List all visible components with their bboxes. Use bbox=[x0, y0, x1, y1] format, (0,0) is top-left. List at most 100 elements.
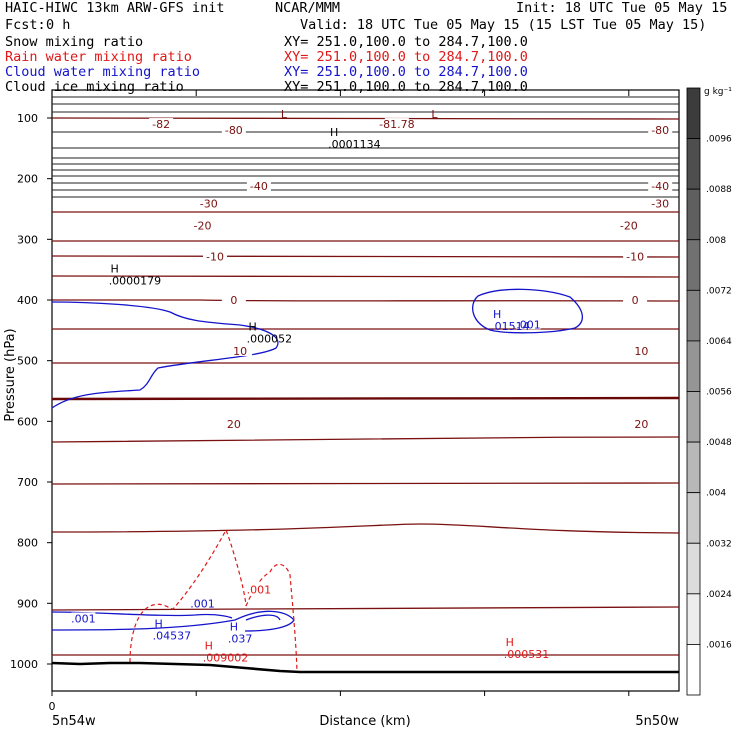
contour-label: -10 bbox=[626, 250, 644, 263]
contour-label-bg bbox=[71, 612, 96, 624]
terrain-line bbox=[51, 661, 679, 674]
contour-label-bg bbox=[221, 294, 246, 305]
contour-label: -30 bbox=[200, 198, 218, 211]
temperature-contour-line bbox=[51, 482, 680, 485]
cloud-water-contours bbox=[51, 288, 583, 632]
init-time: Init: 18 UTC Tue 05 May 15 bbox=[516, 0, 728, 16]
y-tick-label: 400 bbox=[17, 294, 38, 307]
colorbar-unit: g kg⁻¹ bbox=[704, 87, 732, 97]
model-title: HAIC-HIWC 13km ARW-GFS init bbox=[5, 0, 225, 16]
contour-label-bg bbox=[246, 179, 271, 191]
y-tick-label: 200 bbox=[17, 173, 38, 186]
extremum-mark: H bbox=[230, 621, 238, 634]
contour-label: .001 bbox=[247, 583, 272, 596]
contour-label: 0 bbox=[632, 294, 639, 307]
contour-label-bg bbox=[190, 219, 215, 231]
valid-time: Valid: 18 UTC Tue 05 May 15 (15 LST Tue … bbox=[300, 17, 707, 33]
field-name-cloud-water: Cloud water mixing ratio bbox=[5, 64, 201, 80]
contour-label-bg bbox=[190, 597, 215, 609]
contour-label: -40 bbox=[250, 180, 268, 193]
contour-labels: -82 -80 -81.78 -80 -40 -40 -30 -30 -20 -20 -10 -10 0… bbox=[71, 118, 673, 626]
y-tick-label: 100 bbox=[17, 112, 38, 125]
contour-label: -80 bbox=[651, 124, 669, 137]
extremum-value: .04537 bbox=[153, 630, 192, 643]
cloud-water-contour-line bbox=[51, 301, 279, 409]
colorbar-swatch bbox=[686, 441, 701, 494]
extremum-mark: H bbox=[154, 618, 162, 631]
colorbar-tick-label: .0056 bbox=[706, 388, 732, 398]
contour-label-bg bbox=[384, 118, 409, 130]
colorbar-swatch bbox=[686, 593, 701, 645]
extremum-value: .000052 bbox=[247, 332, 293, 345]
contour-label-bg bbox=[221, 417, 246, 429]
contour-label-bg bbox=[149, 118, 174, 130]
contour-label-bg bbox=[629, 417, 654, 429]
colorbar-tick-label: .0048 bbox=[706, 438, 732, 448]
field-xy-cloud-water: XY= 251.0,100.0 to 284.7,100.0 bbox=[284, 64, 528, 80]
extremum-mark: H bbox=[493, 308, 501, 321]
extremum-value: .009002 bbox=[203, 651, 249, 664]
extremum-value: .0001134 bbox=[328, 138, 381, 151]
forecast-label: Fcst: bbox=[5, 17, 46, 33]
field-xy-snow: XY= 251.0,100.0 to 284.7,100.0 bbox=[284, 34, 528, 50]
y-tick-label: 1000 bbox=[10, 658, 38, 671]
y-tick-label: 800 bbox=[17, 537, 38, 550]
contour-label-bg bbox=[203, 250, 228, 262]
plot-frame bbox=[51, 89, 680, 692]
y-tick-label: 300 bbox=[17, 233, 38, 246]
temperature-contour-line bbox=[51, 523, 680, 534]
extremum-value: .01514 bbox=[491, 320, 530, 333]
extremum-mark: H bbox=[248, 320, 256, 333]
contour-label-bg bbox=[648, 179, 673, 191]
colorbar-tick-label: .0088 bbox=[706, 185, 732, 195]
cloud-water-contour-line bbox=[472, 288, 583, 334]
extremum-mark: H bbox=[506, 636, 514, 649]
contour-label-bg bbox=[648, 197, 673, 209]
colorbar-tick-label: .0016 bbox=[706, 640, 732, 650]
contour-label-bg bbox=[196, 197, 221, 209]
x-axis-title: Distance (km) bbox=[319, 714, 410, 729]
contour-label-bg bbox=[629, 344, 654, 356]
contour-label-bg bbox=[516, 318, 541, 330]
extremum-value: .0000179 bbox=[109, 275, 162, 288]
contour-label: 0 bbox=[230, 294, 237, 307]
y-axis: 100 200 300 400 500 600 700 800 900 1000 bbox=[10, 112, 52, 671]
contour-label: -30 bbox=[651, 198, 669, 211]
colorbar-tick-label: .0024 bbox=[706, 590, 732, 600]
rain-water-contours bbox=[129, 528, 298, 673]
colorbar-swatch bbox=[686, 542, 701, 595]
temperature-contour-line bbox=[52, 299, 680, 302]
extremum-mark: L bbox=[431, 108, 438, 121]
field-xy-rain: XY= 251.0,100.0 to 284.7,100.0 bbox=[284, 49, 528, 65]
contour-label-bg bbox=[246, 583, 271, 595]
extremum-value: .000531 bbox=[504, 648, 549, 661]
extremum-mark: H bbox=[111, 263, 119, 276]
freezing-level-line bbox=[51, 396, 680, 401]
temperature-contours bbox=[51, 96, 680, 656]
colorbar-tick-label: .0032 bbox=[706, 539, 732, 549]
x-tick-label-0: 0 bbox=[49, 700, 56, 713]
organization-label: NCAR/MMM bbox=[275, 0, 341, 16]
temperature-contour-line bbox=[51, 255, 680, 258]
cloud-water-contour-line bbox=[245, 614, 281, 621]
cloud-water-contour-line bbox=[51, 610, 295, 632]
temperature-contour-line bbox=[51, 436, 680, 443]
contour-label: -80 bbox=[225, 124, 243, 137]
y-axis-title: Pressure (hPa) bbox=[3, 328, 18, 421]
x-end-label: 5n50w bbox=[635, 714, 679, 729]
contour-label-bg bbox=[228, 344, 253, 356]
contour-label: 20 bbox=[227, 418, 241, 431]
y-tick-label: 500 bbox=[17, 355, 38, 368]
extremum-mark: L bbox=[281, 108, 288, 121]
colorbar-tick-label: .008 bbox=[706, 236, 726, 246]
field-xy-cloud-ice: XY= 251.0,100.0 to 284.7,100.0 bbox=[284, 79, 528, 95]
contour-label: 20 bbox=[634, 418, 648, 431]
colorbar-tick-label: .0072 bbox=[706, 286, 732, 296]
field-name-cloud-ice: Cloud ice mixing ratio bbox=[5, 79, 184, 95]
forecast-hour: 0 h bbox=[46, 17, 71, 33]
field-name-rain: Rain water mixing ratio bbox=[5, 49, 192, 65]
extremum-mark: H bbox=[205, 639, 213, 652]
contour-label-bg bbox=[616, 219, 641, 231]
extrema-markers: L LH.0001134H.0000179H.000052H.01514H.045… bbox=[109, 108, 550, 664]
